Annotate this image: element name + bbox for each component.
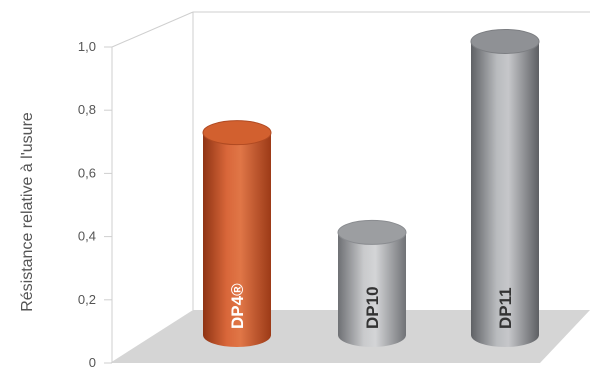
bar-dp11: DP11 <box>470 28 540 347</box>
bar-dp10: DP10 <box>337 219 407 347</box>
y-tick-label: 0,4 <box>78 229 96 244</box>
y-axis-ticks: 0 0,2 0,4 0,6 0,8 1,0 <box>78 39 112 367</box>
y-tick-label: 1,0 <box>78 39 96 54</box>
bar-top <box>202 120 272 146</box>
bar-dp4: DP4® <box>202 120 272 347</box>
y-tick-label: 0 <box>89 355 96 367</box>
y-tick-label: 0,2 <box>78 292 96 307</box>
bar-top <box>337 219 407 245</box>
y-tick-label: 0,8 <box>78 102 96 117</box>
bar-category-label: DP11 <box>496 287 515 329</box>
y-axis-title: Résistance relative à l'usure <box>19 112 36 312</box>
bar-body <box>338 232 406 347</box>
back-wall <box>111 11 590 310</box>
bar-category-label: DP10 <box>363 286 382 329</box>
bar-body <box>471 41 539 347</box>
bar-top <box>470 28 540 54</box>
y-tick-label: 0,6 <box>78 165 96 180</box>
bar-body <box>203 132 271 347</box>
bar-category-label: DP4® <box>228 283 247 329</box>
bars: DP4® DP10 DP11 <box>202 28 540 347</box>
